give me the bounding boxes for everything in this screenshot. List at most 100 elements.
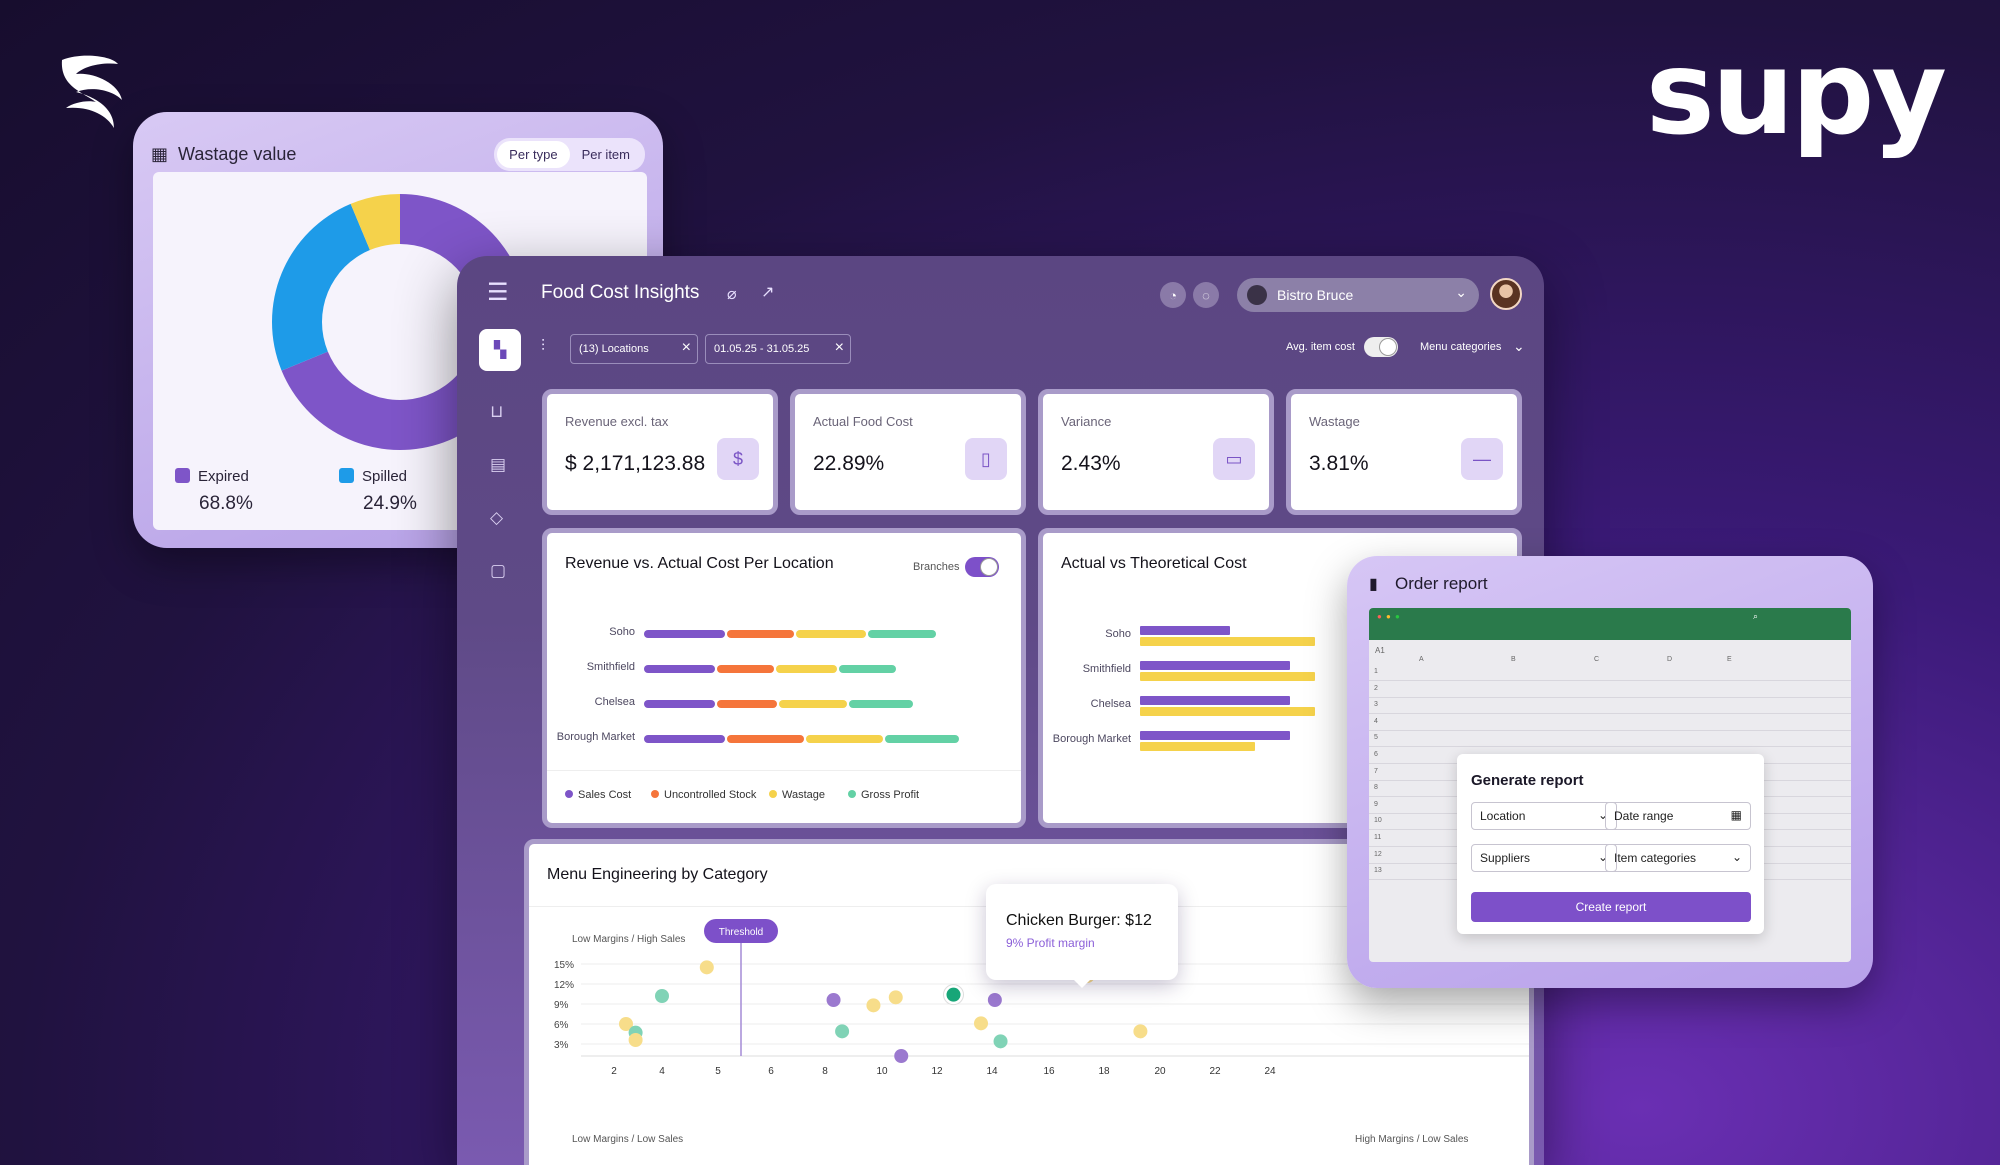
scatter-point[interactable] bbox=[894, 1049, 909, 1063]
scatter-point[interactable] bbox=[974, 1016, 988, 1031]
scatter-point[interactable] bbox=[826, 993, 841, 1007]
bar-segment[interactable] bbox=[779, 700, 847, 708]
x-tick-label: 2 bbox=[611, 1066, 617, 1077]
item-categories-select[interactable]: Item categories ⌄ bbox=[1605, 844, 1751, 872]
x-tick-label: 8 bbox=[822, 1066, 828, 1077]
account-name: Bistro Bruce bbox=[1277, 287, 1354, 303]
legend-item: Sales Cost bbox=[565, 789, 631, 801]
x-tick-label: 24 bbox=[1264, 1066, 1276, 1077]
bar-label: Borough Market bbox=[556, 731, 635, 743]
bar-segment[interactable] bbox=[716, 665, 774, 673]
suppliers-select[interactable]: Suppliers ⌄ bbox=[1471, 844, 1617, 872]
wastage-title: Wastage value bbox=[178, 143, 297, 164]
sheet-row-header: 4 bbox=[1374, 717, 1378, 725]
paperclip-icon[interactable]: ⌀ bbox=[727, 286, 737, 303]
box-icon[interactable]: ◇ bbox=[490, 508, 504, 527]
order-report-title: Order report bbox=[1395, 574, 1488, 593]
clear-locations-icon[interactable]: × bbox=[681, 339, 691, 356]
minus-icon: — bbox=[1461, 438, 1503, 480]
tab-per-type[interactable]: Per type bbox=[497, 140, 570, 168]
report-icon[interactable]: ▢ bbox=[490, 561, 507, 580]
scatter-point[interactable] bbox=[866, 998, 881, 1013]
bar-segment[interactable] bbox=[1140, 661, 1290, 670]
bar-segment[interactable] bbox=[1140, 626, 1230, 635]
scatter-point[interactable] bbox=[946, 987, 961, 1002]
sidebar-item-dashboard[interactable]: ▚ bbox=[479, 329, 521, 371]
calculator-icon[interactable]: ▤ bbox=[490, 455, 507, 474]
sheet-column-header: A bbox=[1419, 656, 1424, 663]
bar-segment[interactable] bbox=[1140, 707, 1315, 716]
scatter-point[interactable] bbox=[888, 990, 903, 1005]
bar-segment[interactable] bbox=[726, 735, 804, 743]
bar-segment[interactable] bbox=[1140, 672, 1315, 681]
sheet-column-header: B bbox=[1511, 656, 1516, 663]
chevron-down-icon: ⌄ bbox=[1455, 284, 1467, 300]
bar-segment[interactable] bbox=[644, 700, 715, 708]
bar-segment[interactable] bbox=[776, 665, 837, 673]
scatter-point[interactable] bbox=[835, 1024, 850, 1039]
external-link-icon[interactable]: ↗ bbox=[761, 284, 775, 301]
scatter-point[interactable] bbox=[699, 960, 714, 975]
scatter-point[interactable] bbox=[993, 1034, 1008, 1049]
scatter-point[interactable] bbox=[1133, 1024, 1148, 1039]
quadrant-bottom-left-label: Low Margins / Low Sales bbox=[572, 1134, 684, 1145]
scatter-point[interactable] bbox=[655, 989, 669, 1003]
clear-dates-icon[interactable]: × bbox=[834, 339, 844, 356]
bar-segment[interactable] bbox=[644, 630, 725, 638]
bar-segment[interactable] bbox=[726, 630, 794, 638]
sheet-row-header: 7 bbox=[1374, 767, 1378, 775]
kpi-wastage: Wastage 3.81% — bbox=[1286, 389, 1522, 515]
create-report-button[interactable]: Create report bbox=[1471, 892, 1751, 922]
bar-segment[interactable] bbox=[644, 735, 725, 743]
date-range-filter[interactable]: 01.05.25 - 31.05.25 × bbox=[705, 334, 851, 364]
bar-segment[interactable] bbox=[1140, 637, 1315, 646]
scatter-point[interactable] bbox=[619, 1017, 633, 1031]
bar-segment[interactable] bbox=[868, 630, 936, 638]
filter-sliders-icon[interactable]: ⫶ bbox=[541, 338, 546, 355]
scatter-point[interactable] bbox=[987, 993, 1002, 1007]
y-tick-label: 3% bbox=[554, 1040, 569, 1051]
threshold-badge[interactable]: Threshold bbox=[704, 919, 778, 943]
legend-expired: Expired 68.8% bbox=[175, 468, 253, 515]
scatter-point[interactable] bbox=[628, 1033, 643, 1047]
bar-segment[interactable] bbox=[884, 735, 959, 743]
bar-segment[interactable] bbox=[644, 665, 715, 673]
bar-label: Soho bbox=[1105, 628, 1131, 640]
locations-filter[interactable]: (13) Locations × bbox=[570, 334, 698, 364]
bar-segment[interactable] bbox=[795, 630, 867, 638]
legend-item: Gross Profit bbox=[848, 789, 919, 801]
branches-toggle[interactable] bbox=[965, 557, 999, 577]
chat-icon[interactable]: ◌ bbox=[1193, 282, 1219, 308]
calendar-icon: ▦ bbox=[1730, 808, 1742, 822]
account-selector[interactable]: Bistro Bruce ⌄ bbox=[1237, 278, 1479, 312]
donut-slice[interactable] bbox=[350, 194, 400, 251]
bar-segment[interactable] bbox=[1140, 742, 1255, 751]
date-range-select[interactable]: Date range ▦ bbox=[1605, 802, 1751, 830]
revenue-chart-panel: Revenue vs. Actual Cost Per Location Bra… bbox=[542, 528, 1026, 828]
y-tick-label: 6% bbox=[554, 1020, 569, 1031]
legend-swatch bbox=[339, 468, 354, 483]
location-select[interactable]: Location ⌄ bbox=[1471, 802, 1617, 830]
sheet-row-line bbox=[1369, 729, 1851, 731]
generate-report-title: Generate report bbox=[1471, 772, 1584, 789]
donut-slice[interactable] bbox=[272, 203, 370, 371]
menu-categories-dropdown[interactable]: Menu categories bbox=[1420, 341, 1502, 353]
bell-icon[interactable]: ◔ bbox=[1160, 282, 1186, 308]
chevron-down-icon: ⌄ bbox=[1731, 850, 1742, 864]
sheet-row-header: 11 bbox=[1374, 834, 1382, 841]
bar-segment[interactable] bbox=[1140, 696, 1290, 705]
bar-segment[interactable] bbox=[838, 665, 897, 673]
avatar[interactable] bbox=[1490, 278, 1522, 310]
tab-per-item[interactable]: Per item bbox=[581, 146, 630, 162]
cart-icon[interactable]: ⊔ bbox=[490, 402, 504, 421]
bar-segment[interactable] bbox=[716, 700, 778, 708]
bar-segment[interactable] bbox=[805, 735, 883, 743]
bar-segment[interactable] bbox=[848, 700, 913, 708]
sheet-column-header: D bbox=[1667, 656, 1673, 663]
brand-s-mark-icon bbox=[61, 55, 122, 128]
avg-cost-toggle[interactable] bbox=[1364, 337, 1398, 357]
x-tick-label: 14 bbox=[986, 1066, 998, 1077]
hamburger-menu-icon[interactable]: ☰ bbox=[487, 279, 509, 306]
bar-segment[interactable] bbox=[1140, 731, 1290, 740]
tooltip-title: Chicken Burger: $12 bbox=[1006, 912, 1152, 929]
